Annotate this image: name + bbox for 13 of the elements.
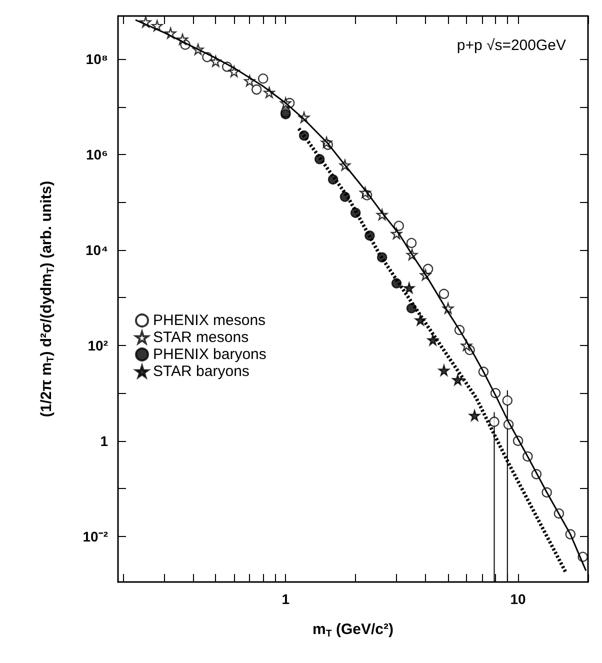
legend-label: PHENIX baryons [153, 346, 266, 363]
legend-label: PHENIX mesons [153, 312, 266, 329]
legend-label: STAR baryons [153, 363, 250, 380]
legend-label: STAR mesons [153, 329, 249, 346]
annotation: p+p √s=200GeV [456, 37, 566, 54]
y-tick-label: 10⁴ [86, 242, 108, 258]
x-tick-label: 10 [510, 591, 526, 607]
y-tick-label: 1 [100, 432, 108, 449]
y-tick-label: 10⁸ [86, 51, 108, 68]
y-axis-title: (1/2π mT) d²σ/(dydmT) (arb. units) [38, 180, 56, 418]
y-tick-label: 10⁶ [86, 146, 108, 163]
y-tick-label: 10² [88, 337, 108, 354]
y-tick-label: 10⁻² [82, 528, 108, 544]
